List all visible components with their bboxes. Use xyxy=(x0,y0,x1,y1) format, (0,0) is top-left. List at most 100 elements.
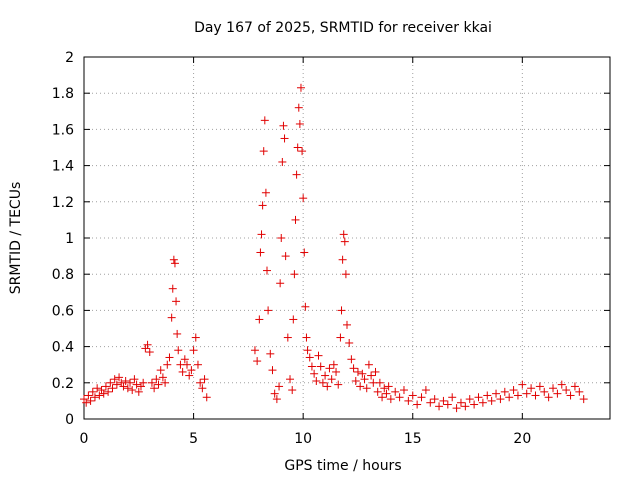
y-axis-ticks: 0 0.2 0.4 0.6 0.8 1 1.2 1.4 1.6 1.8 2 xyxy=(52,50,610,428)
data-point xyxy=(90,393,99,402)
data-point xyxy=(292,170,301,179)
y-tick-label: 0.4 xyxy=(52,340,74,356)
data-point xyxy=(180,355,189,364)
data-point xyxy=(187,366,196,375)
data-point xyxy=(88,387,97,396)
x-tick-label: 20 xyxy=(513,431,531,447)
y-tick-label: 2 xyxy=(65,50,74,66)
data-point xyxy=(487,396,496,405)
data-point xyxy=(339,230,348,239)
data-point xyxy=(417,393,426,402)
data-point xyxy=(172,297,181,306)
data-point xyxy=(347,355,356,364)
data-point xyxy=(281,252,290,261)
data-point xyxy=(82,398,91,407)
data-point xyxy=(126,378,135,387)
data-point xyxy=(150,384,159,393)
data-point xyxy=(277,234,286,242)
data-point xyxy=(97,386,106,395)
data-point xyxy=(351,376,360,385)
data-point xyxy=(318,378,327,387)
data-point xyxy=(395,393,404,402)
data-point xyxy=(353,367,362,376)
y-tick-label: 1.4 xyxy=(52,159,74,175)
data-point xyxy=(478,398,487,407)
data-point xyxy=(341,270,350,279)
data-point xyxy=(141,344,150,353)
data-point xyxy=(302,333,311,342)
data-point xyxy=(323,382,332,391)
y-tick-label: 0.8 xyxy=(52,267,74,283)
data-point xyxy=(106,378,115,387)
data-point xyxy=(413,400,422,409)
data-point xyxy=(266,349,275,358)
data-point xyxy=(276,279,285,288)
data-point xyxy=(375,378,384,387)
data-point xyxy=(305,353,314,362)
data-point xyxy=(158,373,167,382)
data-point xyxy=(461,402,470,411)
data-point xyxy=(307,362,316,371)
data-point xyxy=(191,333,200,342)
data-point xyxy=(112,380,121,389)
data-point xyxy=(86,396,95,405)
data-point xyxy=(544,393,553,402)
data-point xyxy=(483,391,492,400)
y-tick-label: 1 xyxy=(65,231,74,247)
data-point xyxy=(264,306,273,315)
data-point xyxy=(93,384,102,393)
data-point xyxy=(101,382,110,391)
data-point xyxy=(291,215,300,224)
data-point xyxy=(334,380,343,389)
data-point xyxy=(404,396,413,405)
data-point xyxy=(522,389,531,398)
data-point xyxy=(314,351,323,360)
data-point xyxy=(527,384,536,393)
data-point xyxy=(575,387,584,396)
data-point xyxy=(289,315,298,324)
data-point xyxy=(183,360,192,369)
data-point xyxy=(189,346,198,355)
data-point xyxy=(259,147,268,156)
data-point xyxy=(470,400,479,409)
grid-lines xyxy=(84,57,610,419)
data-point xyxy=(270,389,279,398)
data-point xyxy=(167,313,176,322)
data-point xyxy=(505,393,514,402)
x-tick-label: 0 xyxy=(80,431,89,447)
data-point xyxy=(255,315,264,324)
data-point xyxy=(380,384,389,393)
data-point xyxy=(174,346,183,355)
data-point xyxy=(132,380,141,389)
data-point xyxy=(329,360,338,369)
data-point xyxy=(294,103,303,112)
data-point xyxy=(110,375,119,384)
data-point xyxy=(549,384,558,393)
data-point xyxy=(356,382,365,391)
data-point xyxy=(391,387,400,396)
data-point xyxy=(143,340,152,349)
data-point xyxy=(299,194,308,203)
data-point xyxy=(202,393,211,402)
data-point xyxy=(108,384,117,393)
data-point xyxy=(139,378,148,387)
data-point xyxy=(382,389,391,398)
data-point xyxy=(540,387,549,396)
data-point xyxy=(99,389,108,398)
data-point xyxy=(332,367,341,376)
y-tick-label: 1.8 xyxy=(52,86,74,102)
data-point xyxy=(336,333,345,342)
data-point xyxy=(295,119,304,128)
data-point xyxy=(338,255,347,264)
data-point xyxy=(275,382,284,391)
data-point xyxy=(303,346,312,355)
data-point xyxy=(553,389,562,398)
data-point xyxy=(165,353,174,362)
data-point xyxy=(373,387,382,396)
data-point xyxy=(121,376,130,385)
data-point xyxy=(452,404,461,413)
data-point xyxy=(268,366,277,375)
data-point xyxy=(312,376,321,385)
data-point xyxy=(465,395,474,404)
data-point xyxy=(430,395,439,404)
